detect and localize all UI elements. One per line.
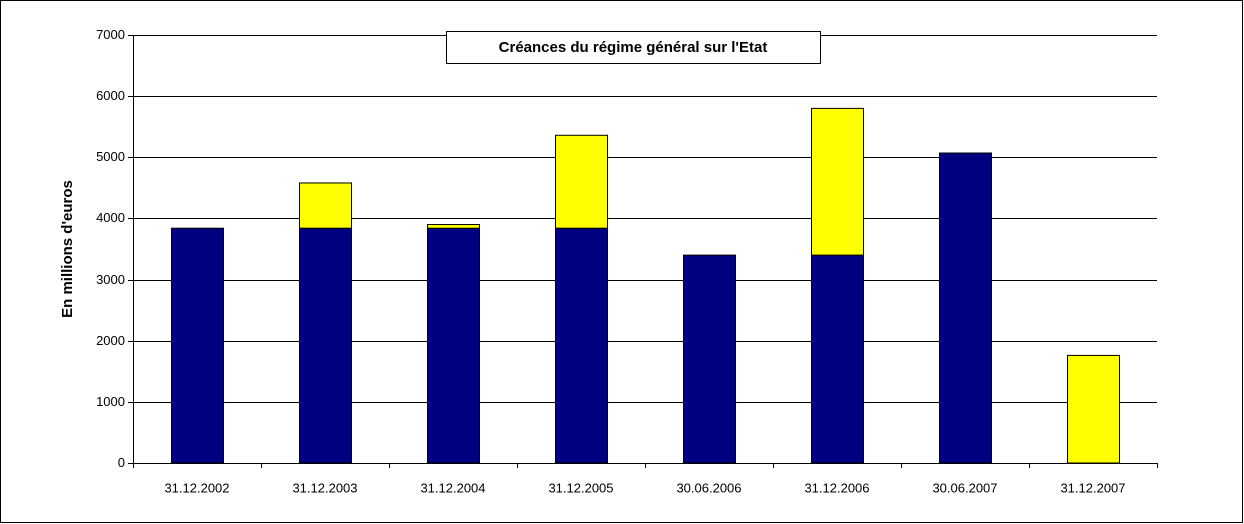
bar-segment <box>171 227 224 464</box>
bar-segment <box>299 227 352 464</box>
y-axis-label: En millions d'euros <box>59 180 76 318</box>
bar-segment <box>1067 354 1120 464</box>
bar-segment <box>683 254 736 464</box>
x-tick-label: 31.12.2006 <box>804 480 869 495</box>
bar-segment <box>427 227 480 464</box>
x-tick-label: 31.12.2004 <box>420 480 485 495</box>
y-tick-label: 4000 <box>96 210 125 225</box>
x-tick-label: 31.12.2005 <box>548 480 613 495</box>
chart-title: Créances du régime général sur l'Etat <box>499 39 768 56</box>
title-box <box>446 31 821 64</box>
y-tick-label: 2000 <box>96 333 125 348</box>
x-tick-label: 30.06.2006 <box>676 480 741 495</box>
bar-segment <box>939 152 992 464</box>
y-tick-label: 3000 <box>96 272 125 287</box>
y-tick-label: 5000 <box>96 149 125 164</box>
y-tick-label: 1000 <box>96 394 125 409</box>
bar-segment <box>555 227 608 464</box>
x-tick-label: 31.12.2002 <box>164 480 229 495</box>
x-tick-label: 31.12.2003 <box>292 480 357 495</box>
y-tick-label: 0 <box>118 455 125 470</box>
bar-segment <box>811 107 864 256</box>
bar-segment <box>299 182 352 229</box>
bar-segment <box>555 134 608 229</box>
y-tick-label: 6000 <box>96 88 125 103</box>
x-tick-label: 31.12.2007 <box>1060 480 1125 495</box>
bar-segment <box>427 224 480 229</box>
x-tick-label: 30.06.2007 <box>932 480 997 495</box>
bar-segment <box>811 254 864 464</box>
y-tick-label: 7000 <box>96 27 125 42</box>
